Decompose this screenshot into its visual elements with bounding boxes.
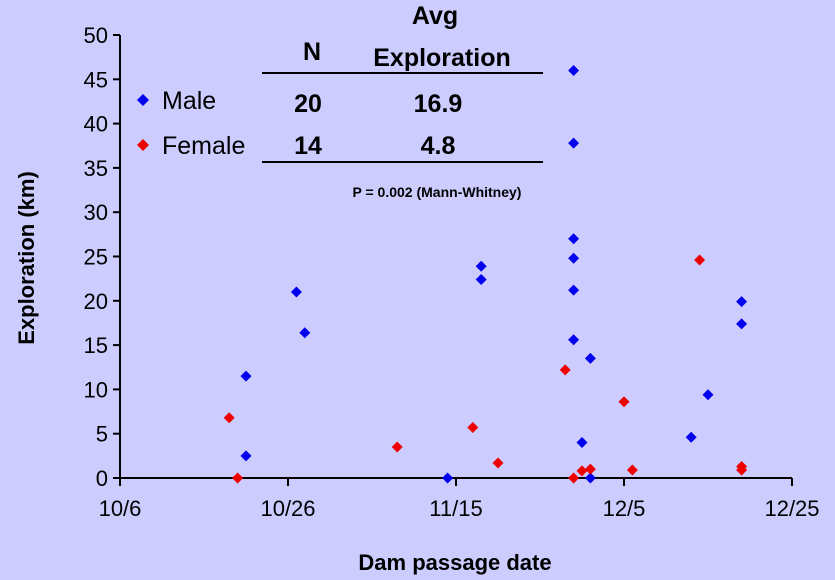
tick-labels: 0 5 10 15 20 25 30 35 40 45 50 10/6 10/26 11/15 12/5 12…	[84, 23, 820, 521]
data-point-female	[694, 254, 706, 266]
data-point-female	[559, 364, 571, 376]
y-tick-label: 20	[84, 289, 108, 314]
data-point-male	[702, 389, 714, 401]
table-n-female: 14	[294, 132, 322, 160]
y-tick-label: 15	[84, 333, 108, 358]
y-tick-label: 5	[96, 422, 108, 447]
data-point-female	[626, 464, 638, 476]
x-tick-label: 10/26	[260, 496, 315, 521]
series-male	[240, 64, 748, 484]
data-point-male	[568, 252, 580, 264]
data-point-male	[685, 431, 697, 443]
data-point-male	[568, 334, 580, 346]
table-header-avg-line1: Avg	[412, 2, 458, 30]
legend-marker-male	[137, 94, 149, 106]
table-n-male: 20	[294, 90, 322, 118]
summary-table: N Avg Exploration Male 20 16.9 Female 14…	[137, 2, 543, 200]
y-tick-label: 35	[84, 156, 108, 181]
data-point-male	[475, 260, 487, 272]
data-point-male	[568, 137, 580, 149]
table-header-avg-line2: Exploration	[373, 44, 511, 72]
data-point-female	[736, 464, 748, 476]
data-point-male	[568, 233, 580, 245]
axes	[113, 34, 793, 486]
x-axis-title: Dam passage date	[358, 550, 551, 575]
y-tick-label: 45	[84, 67, 108, 92]
legend-label-female: Female	[162, 132, 245, 160]
y-tick-label: 50	[84, 23, 108, 48]
series-female	[223, 254, 748, 484]
data-point-male	[576, 437, 588, 449]
data-point-female	[467, 421, 479, 433]
y-tick-label: 40	[84, 112, 108, 137]
data-point-female	[618, 396, 630, 408]
data-point-female	[232, 472, 244, 484]
x-tick-label: 11/15	[429, 496, 482, 521]
data-point-female	[223, 412, 235, 424]
data-point-male	[475, 274, 487, 286]
p-value-note: P = 0.002 (Mann-Whitney)	[353, 184, 522, 200]
x-tick-label: 10/6	[99, 496, 142, 521]
data-point-male	[568, 64, 580, 76]
data-point-female	[584, 463, 596, 475]
data-points	[223, 64, 748, 484]
x-tick-label: 12/5	[603, 496, 646, 521]
data-point-male	[299, 327, 311, 339]
data-point-male	[584, 352, 596, 364]
data-point-male	[240, 450, 252, 462]
legend-marker-female	[137, 139, 149, 151]
y-tick-label: 10	[84, 377, 108, 402]
table-header-n: N	[303, 38, 321, 66]
data-point-female	[576, 465, 588, 477]
data-point-male	[240, 370, 252, 382]
y-tick-label: 30	[84, 200, 108, 225]
y-tick-label: 25	[84, 245, 108, 270]
x-tick-label: 12/25	[764, 496, 819, 521]
data-point-male	[442, 472, 454, 484]
data-point-male	[568, 284, 580, 296]
data-point-male	[736, 318, 748, 330]
data-point-male	[290, 286, 302, 298]
data-point-female	[492, 457, 504, 469]
table-avg-female: 4.8	[421, 132, 456, 160]
y-tick-label: 0	[96, 466, 108, 491]
data-point-female	[568, 472, 580, 484]
data-point-female	[391, 441, 403, 453]
legend-label-male: Male	[162, 87, 216, 115]
data-point-male	[736, 296, 748, 308]
data-point-male	[584, 472, 596, 484]
y-axis-title: Exploration (km)	[14, 171, 39, 345]
table-avg-male: 16.9	[414, 90, 463, 118]
